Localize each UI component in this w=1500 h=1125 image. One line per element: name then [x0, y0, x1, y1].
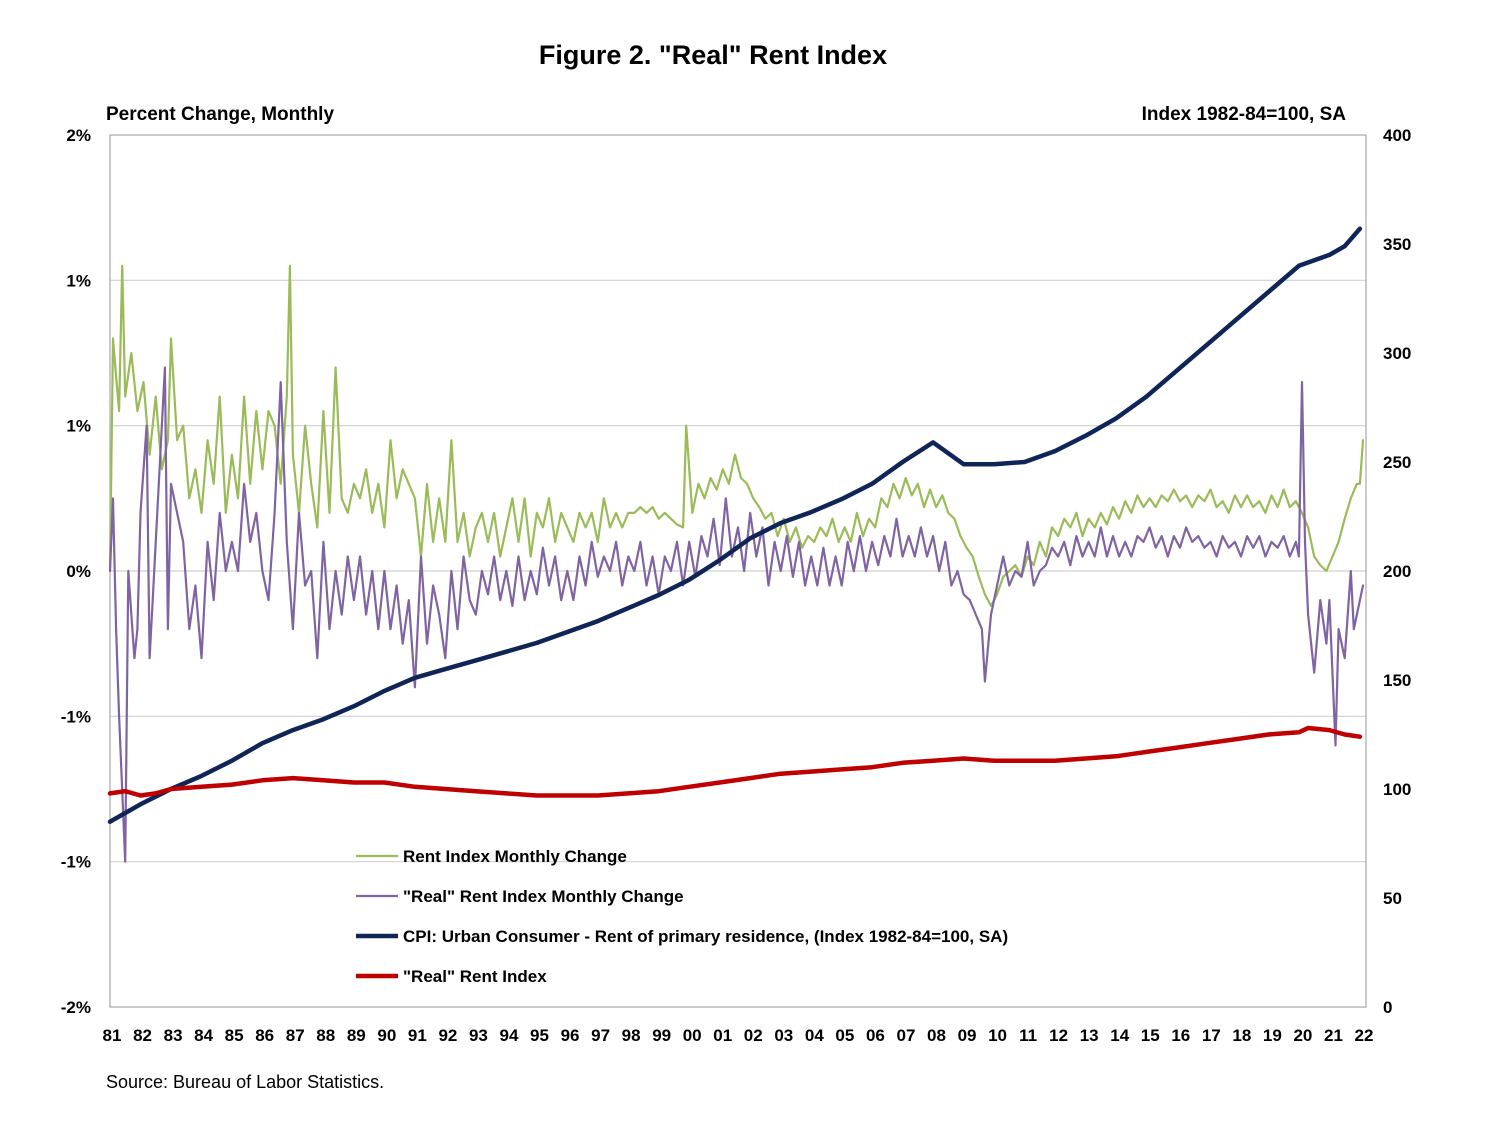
x-tick-label: 84	[194, 1026, 213, 1045]
x-tick-label: 94	[500, 1026, 519, 1045]
left-axis-ticks: 2% 1% 1% 0% -1% -1% -2%	[61, 126, 91, 1017]
x-tick-label: 97	[591, 1026, 610, 1045]
x-tick-label: 89	[347, 1026, 366, 1045]
x-tick-label: 19	[1263, 1026, 1282, 1045]
x-tick-label: 87	[286, 1026, 305, 1045]
x-tick-label: 91	[408, 1026, 427, 1045]
source-note: Source: Bureau of Labor Statistics.	[106, 1072, 384, 1092]
series-line	[107, 226, 1363, 824]
left-tick-label: -2%	[61, 998, 91, 1017]
x-tick-label: 02	[744, 1026, 763, 1045]
left-tick-label: -1%	[61, 853, 91, 872]
x-tick-label: 15	[1141, 1026, 1160, 1045]
x-tick-label: 06	[866, 1026, 885, 1045]
right-tick-label: 150	[1383, 671, 1411, 690]
series-lines	[107, 226, 1365, 863]
left-tick-label: 0%	[66, 562, 91, 581]
right-tick-label: 250	[1383, 453, 1411, 472]
right-axis-title: Index 1982-84=100, SA	[1142, 104, 1347, 125]
x-tick-label: 13	[1080, 1026, 1099, 1045]
x-tick-label: 85	[225, 1026, 244, 1045]
right-tick-label: 400	[1383, 126, 1411, 145]
x-tick-label: 93	[469, 1026, 488, 1045]
x-tick-label: 12	[1049, 1026, 1068, 1045]
right-tick-label: 0	[1383, 998, 1392, 1017]
x-tick-label: 21	[1324, 1026, 1343, 1045]
right-tick-label: 300	[1383, 344, 1411, 363]
x-tick-label: 17	[1202, 1026, 1221, 1045]
right-tick-label: 50	[1383, 889, 1402, 908]
right-tick-label: 100	[1383, 780, 1411, 799]
right-tick-label: 350	[1383, 235, 1411, 254]
legend-label: "Real" Rent Index Monthly Change	[403, 887, 684, 906]
x-axis-ticks: 81 82 83 84 85 86 87 88 89 90 91 92 93 94 95 96 97 98 99 00…	[103, 1026, 1374, 1045]
x-tick-label: 22	[1355, 1026, 1374, 1045]
series-line	[107, 725, 1363, 798]
x-tick-label: 05	[835, 1026, 854, 1045]
x-tick-label: 86	[255, 1026, 274, 1045]
x-tick-label: 11	[1019, 1026, 1037, 1045]
right-tick-label: 200	[1383, 562, 1411, 581]
left-axis-title: Percent Change, Monthly	[106, 104, 334, 125]
left-tick-label: -1%	[61, 707, 91, 726]
x-tick-label: 14	[1110, 1026, 1129, 1045]
x-tick-label: 08	[927, 1026, 946, 1045]
x-tick-label: 95	[530, 1026, 549, 1045]
left-tick-label: 1%	[66, 417, 91, 436]
x-tick-label: 96	[561, 1026, 580, 1045]
x-tick-label: 90	[377, 1026, 396, 1045]
x-tick-label: 88	[316, 1026, 335, 1045]
chart-title: Figure 2. "Real" Rent Index	[539, 40, 887, 70]
x-tick-label: 82	[133, 1026, 152, 1045]
x-tick-label: 81	[103, 1026, 122, 1045]
legend-label: "Real" Rent Index	[403, 967, 547, 986]
legend-label: CPI: Urban Consumer - Rent of primary re…	[403, 927, 1008, 946]
right-axis-ticks: 400 350 300 250 200 150 100 50 0	[1383, 126, 1411, 1017]
x-tick-label: 98	[622, 1026, 641, 1045]
legend-label: Rent Index Monthly Change	[403, 847, 627, 866]
x-tick-label: 20	[1293, 1026, 1312, 1045]
x-tick-label: 07	[896, 1026, 915, 1045]
x-tick-label: 83	[164, 1026, 183, 1045]
x-tick-label: 10	[988, 1026, 1007, 1045]
x-tick-label: 18	[1232, 1026, 1251, 1045]
series-line	[108, 366, 1365, 863]
series-line	[108, 264, 1365, 607]
x-tick-label: 09	[958, 1026, 977, 1045]
left-tick-label: 1%	[66, 271, 91, 290]
x-tick-label: 00	[683, 1026, 702, 1045]
x-tick-label: 04	[805, 1026, 824, 1045]
x-tick-label: 16	[1171, 1026, 1190, 1045]
grid-lines	[110, 279, 1366, 863]
legend: Rent Index Monthly Change "Real" Rent Ind…	[356, 847, 1008, 986]
x-tick-label: 01	[713, 1026, 732, 1045]
left-tick-label: 2%	[66, 126, 91, 145]
x-tick-label: 92	[438, 1026, 457, 1045]
x-tick-label: 99	[652, 1026, 671, 1045]
x-tick-label: 03	[774, 1026, 793, 1045]
